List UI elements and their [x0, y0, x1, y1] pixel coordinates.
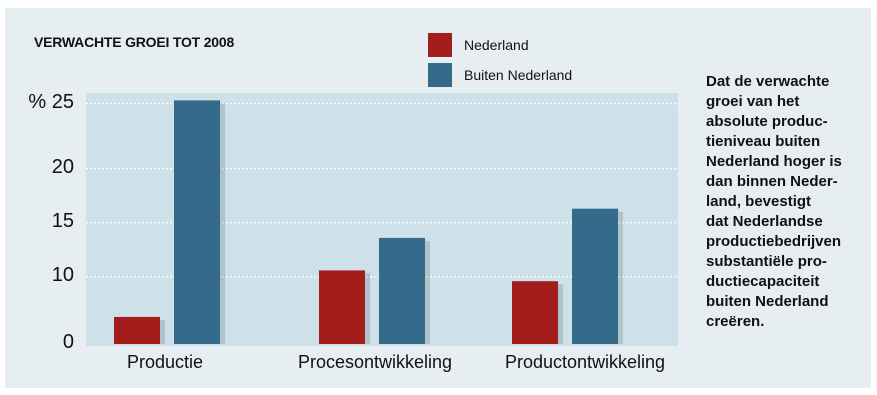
- legend-swatch-buiten-nederland: [428, 63, 452, 87]
- bar-nederland-productontwikkeling: [512, 281, 558, 344]
- side-text-line: tieniveau buiten: [706, 133, 821, 150]
- bar-buiten-nederland-productontwikkeling: [572, 208, 618, 344]
- bar-buiten-nederland-productie: [174, 100, 220, 344]
- side-text-line: substantiële pro-: [706, 253, 827, 270]
- bar-buiten-nederland-procesontwikkeling: [379, 237, 425, 344]
- bar-nederland-procesontwikkeling: [319, 270, 365, 344]
- category-label-productontwikkeling: Productontwikkeling: [504, 352, 666, 372]
- legend-label-buiten-nederland: Buiten Nederland: [464, 67, 573, 83]
- side-text-line: dat Nederlandse: [706, 213, 823, 230]
- side-text: Dat de verwachte groei van het absolute …: [706, 72, 856, 332]
- side-text-line: buiten Nederland: [706, 293, 829, 310]
- legend-item-buiten-nederland: Buiten Nederland: [428, 63, 573, 87]
- side-text-line: creëren.: [706, 313, 765, 330]
- legend-item-nederland: Nederland: [428, 33, 529, 57]
- y-tick-label: 20: [51, 155, 74, 178]
- side-text-line: Dat de verwachte: [706, 73, 830, 90]
- side-text-line: land, bevestigt: [706, 193, 812, 210]
- side-text-line: productiebedrijven: [706, 233, 842, 250]
- y-tick-label: 15: [51, 209, 74, 232]
- side-text-line: groei van het: [706, 93, 800, 110]
- y-tick-label: 0: [62, 331, 74, 353]
- category-label-procesontwikkeling: Procesontwikkeling: [297, 352, 453, 372]
- y-tick-label: % 25: [28, 90, 74, 113]
- y-tick-label: 10: [51, 263, 74, 286]
- bar-nederland-productie: [114, 316, 160, 344]
- legend-label-nederland: Nederland: [464, 37, 529, 53]
- side-text-line: absolute produc-: [706, 113, 828, 130]
- side-text-line: ductiecapaciteit: [706, 273, 820, 290]
- legend-swatch-nederland: [428, 33, 452, 57]
- chart-title: VERWACHTE GROEI TOT 2008: [34, 34, 235, 50]
- category-label-productie: Productie: [126, 352, 204, 372]
- side-text-line: Nederland hoger is: [706, 153, 842, 170]
- side-text-line: dan binnen Neder-: [706, 173, 838, 190]
